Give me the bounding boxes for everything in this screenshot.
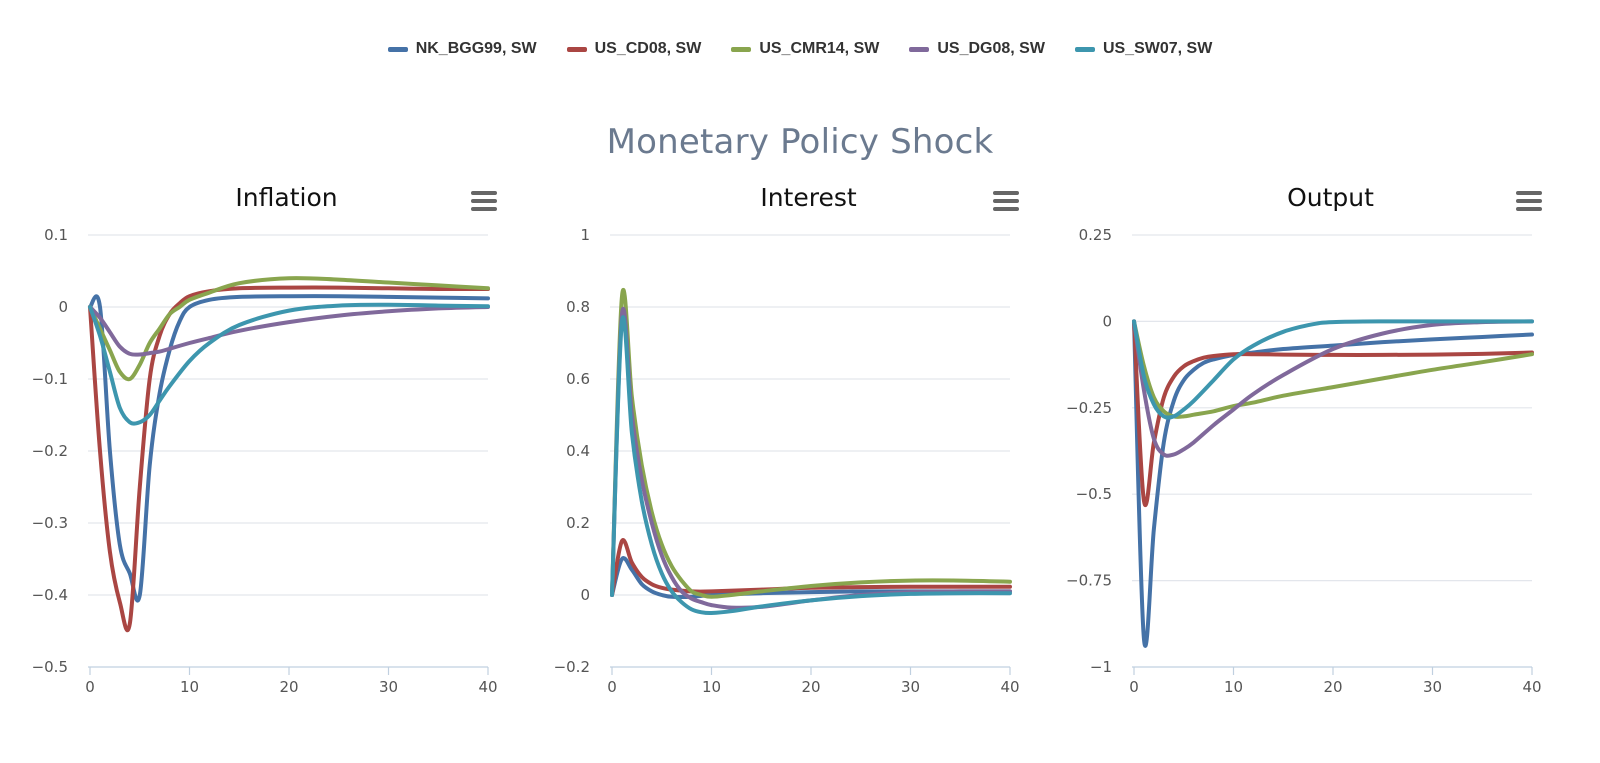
series-line[interactable] — [610, 288, 1012, 599]
legend-label: US_CD08, SW — [594, 40, 702, 57]
y-tick-label: 0.6 — [566, 370, 590, 388]
legend-swatch — [731, 46, 752, 52]
series-line[interactable] — [1132, 319, 1534, 458]
legend: NK_BGG99, SW US_CD08, SW US_CMR14, SW US_DG… — [0, 40, 1600, 58]
legend-item[interactable]: US_CD08, SW — [566, 40, 702, 58]
legend-item[interactable]: US_CMR14, SW — [731, 40, 879, 58]
series-line[interactable] — [1132, 319, 1534, 419]
x-tick-label: 10 — [1224, 678, 1243, 696]
x-tick-label: 0 — [85, 678, 95, 696]
y-tick-label: 0.4 — [566, 442, 590, 460]
series-line[interactable] — [88, 302, 490, 426]
legend-item[interactable]: NK_BGG99, SW — [387, 40, 537, 58]
panel-title-output: Output — [1287, 183, 1374, 212]
y-tick-label: −0.2 — [32, 442, 68, 460]
series-line[interactable] — [610, 315, 1012, 616]
y-tick-label: 0.8 — [566, 298, 590, 316]
y-tick-label: −1 — [1090, 658, 1112, 676]
y-tick-label: −0.5 — [1076, 485, 1112, 503]
x-tick-label: 0 — [1129, 678, 1139, 696]
x-tick-label: 30 — [379, 678, 398, 696]
panel-title-interest: Interest — [760, 183, 857, 212]
figure-title: Monetary Policy Shock — [606, 122, 994, 162]
y-tick-label: 0 — [58, 298, 68, 316]
legend-item[interactable]: US_DG08, SW — [909, 40, 1045, 58]
x-tick-label: 40 — [478, 678, 497, 696]
y-tick-label: −0.25 — [1066, 399, 1112, 417]
x-tick-label: 10 — [702, 678, 721, 696]
y-tick-label: 0 — [580, 586, 590, 604]
chart-inflation: 0.1 0 −0.1 −0.2 −0.3 −0.4 −0.5 0 10 20 30 40 — [32, 226, 498, 696]
panel-interest: 1 0.8 0.6 0.4 0.2 0 −0.2 0 10 20 30 40 Interest — [542, 175, 1075, 735]
legend-swatch — [566, 46, 587, 52]
y-tick-label: −0.75 — [1066, 572, 1112, 590]
y-tick-label: 0.25 — [1079, 226, 1112, 244]
legend-label: NK_BGG99, SW — [415, 40, 537, 57]
legend-swatch — [387, 46, 408, 52]
x-tick-label: 20 — [1323, 678, 1342, 696]
x-tick-label: 20 — [801, 678, 820, 696]
hamburger-menu-icon[interactable] — [471, 191, 497, 213]
legend-label: US_SW07, SW — [1102, 40, 1213, 57]
chart-output: 0.25 0 −0.25 −0.5 −0.75 −1 0 10 20 30 40 — [1066, 226, 1542, 696]
y-tick-label: −0.1 — [32, 370, 68, 388]
x-tick-label: 20 — [279, 678, 298, 696]
y-tick-label: 0.1 — [44, 226, 68, 244]
legend-label: US_DG08, SW — [937, 40, 1045, 57]
series-line[interactable] — [88, 305, 490, 357]
y-tick-label: −0.4 — [32, 586, 68, 604]
x-tick-label: 40 — [1000, 678, 1019, 696]
hamburger-menu-icon[interactable] — [1516, 191, 1542, 213]
legend-swatch — [1074, 46, 1095, 52]
y-tick-label: −0.3 — [32, 514, 68, 532]
chart-interest: 1 0.8 0.6 0.4 0.2 0 −0.2 0 10 20 30 40 — [554, 226, 1020, 696]
x-tick-label: 30 — [1423, 678, 1442, 696]
series-line[interactable] — [1132, 319, 1534, 420]
y-tick-label: 1 — [580, 226, 590, 244]
series-line[interactable] — [1132, 319, 1534, 648]
y-tick-label: 0 — [1102, 312, 1112, 330]
legend-item[interactable]: US_SW07, SW — [1074, 40, 1213, 58]
series-line[interactable] — [88, 276, 490, 382]
panel-title-inflation: Inflation — [235, 183, 338, 212]
panel-output: 0.25 0 −0.25 −0.5 −0.75 −1 0 10 20 30 40 Output — [1064, 175, 1597, 735]
x-tick-label: 40 — [1522, 678, 1541, 696]
y-tick-label: 0.2 — [566, 514, 590, 532]
legend-swatch — [909, 46, 930, 52]
panel-inflation: 0.1 0 −0.1 −0.2 −0.3 −0.4 −0.5 0 10 20 30 40 Inflat… — [20, 175, 553, 735]
y-tick-label: −0.2 — [554, 658, 590, 676]
legend-label: US_CMR14, SW — [759, 40, 880, 57]
y-tick-label: −0.5 — [32, 658, 68, 676]
hamburger-menu-icon[interactable] — [993, 191, 1019, 213]
x-tick-label: 30 — [901, 678, 920, 696]
x-tick-label: 10 — [180, 678, 199, 696]
x-tick-label: 0 — [607, 678, 617, 696]
